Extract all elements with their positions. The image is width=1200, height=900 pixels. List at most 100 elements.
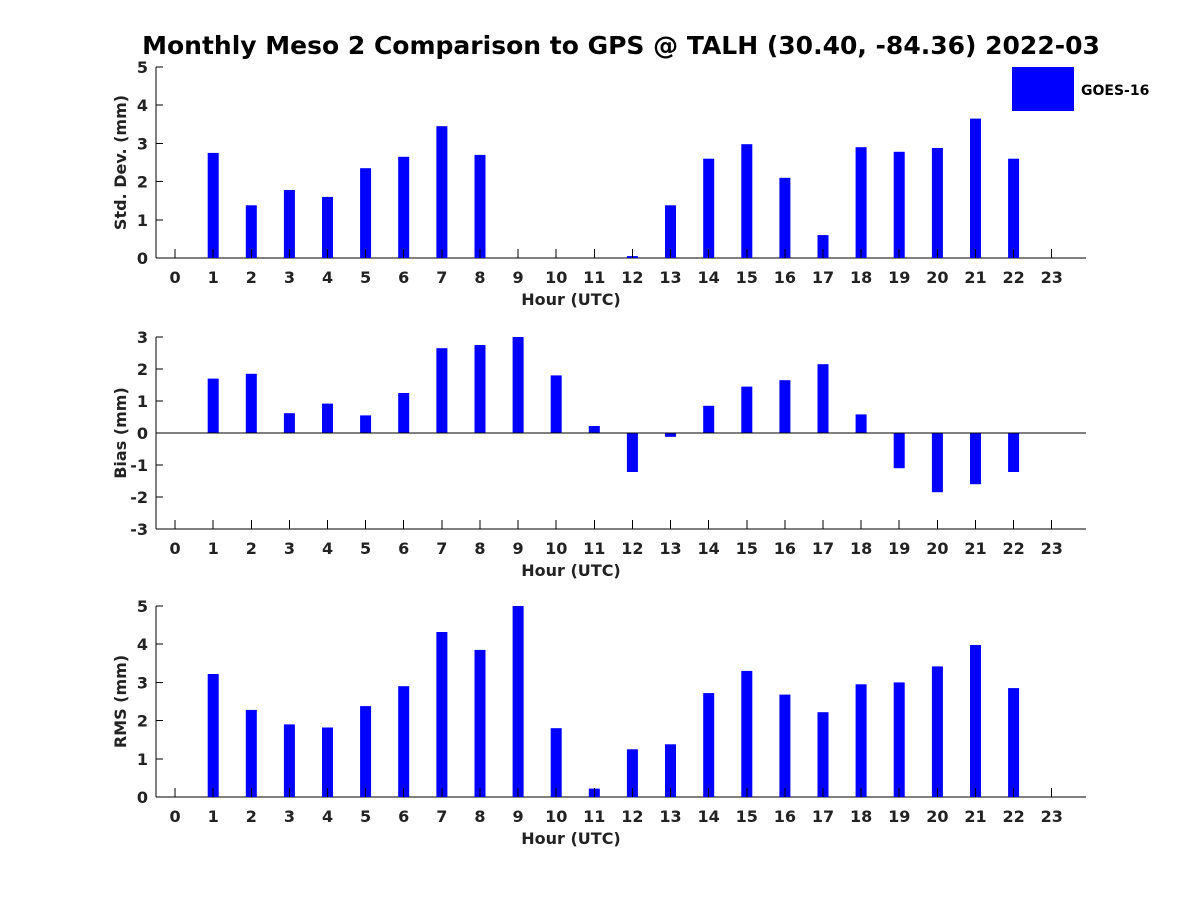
x-axis-label: Hour (UTC): [521, 561, 621, 580]
x-tick-label-5: 5: [360, 268, 371, 287]
bar-hour-9: [512, 606, 524, 797]
x-tick-label-22: 22: [1002, 807, 1024, 826]
bar-hour-22: [1008, 158, 1020, 258]
x-tick-label-2: 2: [246, 807, 257, 826]
bar-hour-20: [931, 433, 943, 493]
x-tick-label-11: 11: [583, 268, 605, 287]
x-tick-label-17: 17: [812, 268, 834, 287]
subplot-rms: 0 1 2 3 4 5 6 7 8 9 10 11 12 13 14 15 16 17 18 19 20 21 22 2301…: [111, 597, 1086, 848]
bar-hour-1: [207, 674, 219, 797]
bar-hour-4: [322, 727, 333, 797]
y-tick-label-1: 1: [137, 750, 148, 769]
bar-hour-11: [588, 426, 600, 433]
bar-hour-20: [931, 148, 943, 258]
x-tick-label-22: 22: [1002, 268, 1024, 287]
x-tick-label-13: 13: [659, 807, 681, 826]
y-tick-label-0: 0: [137, 424, 148, 443]
bar-hour-21: [970, 118, 981, 258]
bar-hour-20: [931, 666, 943, 797]
y-tick-label-5: 5: [137, 58, 148, 77]
y-tick-label-1: 1: [137, 392, 148, 411]
bar-hour-21: [970, 433, 981, 485]
x-tick-label-10: 10: [545, 807, 567, 826]
x-tick-label-16: 16: [774, 539, 796, 558]
x-tick-label-18: 18: [850, 539, 872, 558]
x-tick-label-7: 7: [436, 539, 447, 558]
x-tick-label-18: 18: [850, 807, 872, 826]
bar-hour-18: [855, 414, 867, 433]
bar-hour-3: [283, 724, 295, 797]
bar-hour-10: [550, 375, 562, 433]
bar-hour-19: [893, 151, 905, 258]
x-tick-label-4: 4: [322, 268, 333, 287]
y-tick-label-3: 3: [137, 673, 148, 692]
bar-hour-15: [741, 386, 753, 433]
x-tick-label-15: 15: [736, 268, 758, 287]
y-axis-label: Bias (mm): [111, 387, 130, 479]
bar-hour-8: [474, 649, 486, 797]
subplot-std-dev: 0 1 2 3 4 5 6 7 8 9 10 11 12 13 14 15 16 17 18 19 20 21 22 2301…: [111, 58, 1086, 309]
x-tick-label-6: 6: [398, 539, 409, 558]
bar-hour-18: [855, 147, 867, 258]
y-tick-label-2: 2: [137, 360, 148, 379]
x-tick-label-9: 9: [513, 539, 524, 558]
x-tick-label-8: 8: [474, 807, 485, 826]
y-tick-label-3: 3: [137, 134, 148, 153]
x-tick-label-7: 7: [436, 268, 447, 287]
x-tick-label-23: 23: [1041, 268, 1063, 287]
x-tick-label-9: 9: [513, 807, 524, 826]
bar-hour-1: [207, 152, 219, 258]
bar-hour-15: [741, 144, 753, 258]
bar-hour-16: [779, 177, 791, 258]
x-tick-label-6: 6: [398, 268, 409, 287]
bar-hour-21: [970, 645, 981, 797]
x-tick-label-23: 23: [1041, 539, 1063, 558]
x-tick-label-14: 14: [698, 807, 720, 826]
bar-hour-3: [283, 413, 295, 433]
bar-hour-13: [665, 433, 676, 437]
x-tick-label-20: 20: [926, 268, 948, 287]
x-axis-label: Hour (UTC): [521, 290, 621, 309]
legend: GOES-16: [1012, 67, 1149, 111]
bar-hour-7: [436, 348, 448, 433]
y-tick-label-5: 5: [137, 597, 148, 616]
x-tick-label-11: 11: [583, 539, 605, 558]
x-tick-label-0: 0: [169, 268, 180, 287]
x-tick-label-5: 5: [360, 807, 371, 826]
x-tick-label-7: 7: [436, 807, 447, 826]
bar-hour-19: [893, 682, 905, 797]
bar-hour-10: [550, 728, 562, 797]
x-tick-label-13: 13: [659, 539, 681, 558]
bar-hour-17: [817, 712, 829, 797]
x-tick-label-21: 21: [964, 807, 986, 826]
x-tick-label-1: 1: [208, 268, 219, 287]
x-tick-label-14: 14: [698, 268, 720, 287]
bar-hour-5: [360, 168, 372, 258]
x-tick-label-8: 8: [474, 539, 485, 558]
bar-hour-6: [398, 156, 410, 258]
bar-hour-13: [665, 205, 676, 258]
x-axis-label: Hour (UTC): [521, 829, 621, 848]
x-tick-label-4: 4: [322, 539, 333, 558]
x-tick-label-4: 4: [322, 807, 333, 826]
x-tick-label-15: 15: [736, 539, 758, 558]
y-tick-label-4: 4: [137, 635, 148, 654]
legend-swatch-goes-16: [1012, 67, 1074, 111]
x-tick-label-2: 2: [246, 268, 257, 287]
x-tick-label-2: 2: [246, 539, 257, 558]
x-tick-label-21: 21: [964, 539, 986, 558]
bar-hour-17: [817, 235, 829, 258]
x-tick-label-12: 12: [621, 539, 643, 558]
bar-hour-22: [1008, 688, 1020, 797]
x-tick-label-0: 0: [169, 807, 180, 826]
bar-hour-12: [626, 433, 638, 472]
bar-hour-12: [626, 749, 638, 798]
x-tick-label-10: 10: [545, 539, 567, 558]
x-tick-label-17: 17: [812, 539, 834, 558]
bar-hour-9: [512, 337, 524, 433]
x-tick-label-21: 21: [964, 268, 986, 287]
x-tick-label-23: 23: [1041, 807, 1063, 826]
bar-hour-14: [703, 405, 715, 433]
bar-hour-19: [893, 433, 905, 469]
y-tick-label-2: 2: [137, 173, 148, 192]
